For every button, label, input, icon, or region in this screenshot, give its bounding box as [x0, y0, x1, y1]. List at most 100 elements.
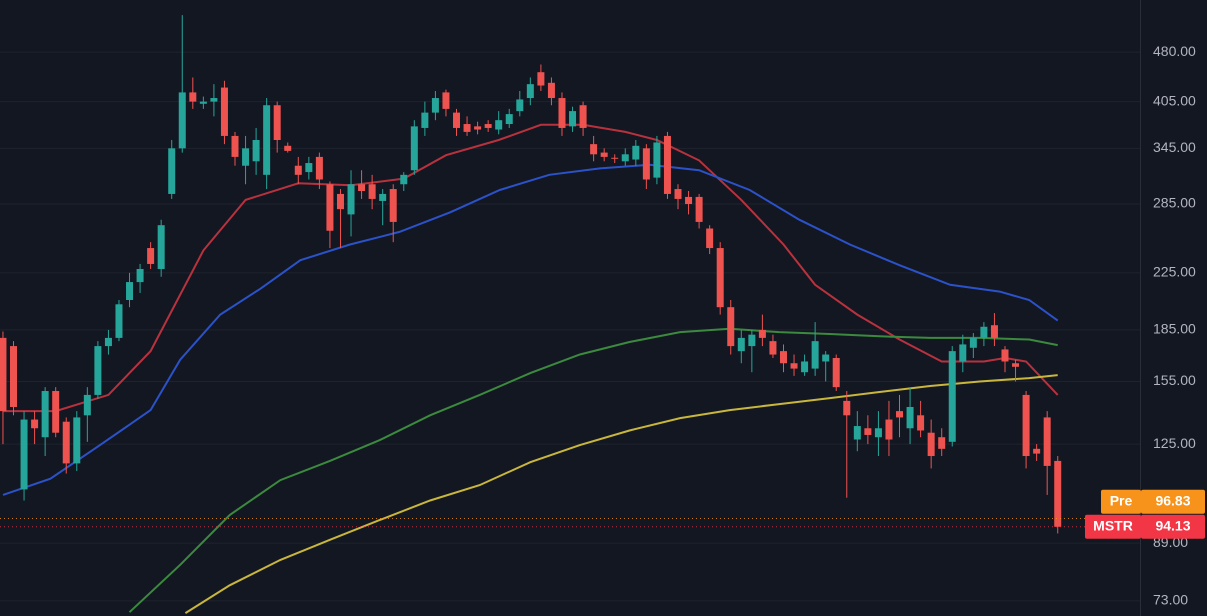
price-tag: MSTR 94.13 — [1085, 514, 1205, 539]
candle-body — [263, 105, 271, 175]
price-tag-name-box — [1101, 489, 1141, 514]
candle-body — [453, 112, 461, 128]
candle-body — [168, 148, 176, 194]
candle-body — [685, 196, 693, 204]
moving-averages — [2, 123, 1059, 614]
candle-body — [621, 154, 629, 162]
candle-body — [663, 135, 671, 194]
candle-body — [495, 120, 503, 130]
candle-body — [938, 437, 946, 449]
candle-body — [126, 282, 134, 300]
candle-body — [1022, 394, 1030, 457]
candle-body — [653, 142, 661, 178]
candle-body — [790, 363, 798, 369]
candle-body — [896, 411, 904, 418]
candle-body — [579, 105, 587, 128]
candle-body — [358, 184, 366, 192]
price-tag-name: Pre — [1110, 492, 1133, 508]
candle-body — [748, 334, 756, 347]
candle-body — [801, 361, 809, 373]
candle-body — [410, 126, 418, 171]
candle-body — [326, 184, 334, 231]
candle-body — [10, 346, 18, 407]
y-tick-label: 155.00 — [1153, 372, 1196, 388]
candle-body — [220, 87, 228, 136]
price-tag-value: 96.83 — [1155, 492, 1190, 508]
candle-body — [136, 269, 144, 283]
candle-body — [843, 400, 851, 416]
moving-average-line — [3, 123, 1059, 413]
candle-body — [537, 72, 545, 86]
candle-body — [115, 304, 123, 338]
candle-body — [368, 184, 376, 199]
y-tick-label: 405.00 — [1153, 92, 1196, 108]
y-tick-label: 185.00 — [1153, 321, 1196, 337]
candle-body — [231, 135, 239, 157]
candle-body — [94, 346, 102, 395]
candle-body — [980, 326, 988, 338]
candle-body — [948, 351, 956, 442]
candle-body — [41, 391, 49, 438]
y-tick-label: 125.00 — [1153, 435, 1196, 451]
candle-body — [31, 419, 39, 429]
candle-body — [242, 148, 250, 166]
candle-body — [547, 82, 555, 99]
candle-body — [864, 428, 872, 435]
candle-body — [199, 101, 207, 104]
candle-body — [294, 165, 302, 175]
price-tag-value-box — [1141, 514, 1205, 539]
candle-body — [558, 98, 566, 128]
candle-body — [569, 111, 577, 127]
moving-average-line — [184, 374, 1058, 614]
candle-body — [822, 354, 830, 362]
candle-body — [347, 184, 355, 215]
candle-body — [505, 114, 513, 125]
candle-body — [526, 84, 534, 99]
candle-body — [0, 337, 7, 412]
candle-body — [917, 415, 925, 431]
candle-body — [779, 351, 787, 364]
candle-body — [474, 126, 482, 130]
candle-body — [273, 105, 281, 141]
candle-body — [727, 307, 735, 347]
price-tag-name-box — [1085, 514, 1141, 539]
candle-body — [210, 98, 218, 102]
price-tag: Pre 96.83 — [1101, 489, 1205, 514]
candle-body — [969, 337, 977, 348]
candle-body — [990, 325, 998, 338]
candle-body — [632, 145, 640, 160]
candle-body — [62, 421, 70, 464]
candle-body — [284, 145, 292, 151]
y-tick-label: 225.00 — [1153, 264, 1196, 280]
candle-body — [1001, 349, 1009, 362]
candle-body — [400, 174, 408, 185]
candle-body — [611, 157, 619, 159]
candle-body — [853, 426, 861, 440]
candle-body — [178, 92, 186, 149]
candle-body — [305, 163, 313, 173]
candle-body — [20, 419, 28, 490]
candle-body — [674, 189, 682, 199]
candle-body — [1054, 460, 1062, 527]
candle-body — [832, 357, 840, 388]
candle-body — [389, 189, 397, 222]
candle-body — [463, 124, 471, 132]
y-tick-label: 73.00 — [1153, 592, 1188, 608]
candle-body — [590, 144, 598, 155]
y-tick-label: 480.00 — [1153, 43, 1196, 59]
candle-body — [874, 428, 882, 438]
candle-body — [1033, 448, 1041, 454]
candle-body — [1043, 417, 1051, 466]
candle-body — [811, 341, 819, 369]
candle-body — [484, 124, 492, 128]
candle-body — [336, 193, 344, 210]
price-tag-value: 94.13 — [1155, 517, 1190, 533]
candle-body — [1012, 363, 1020, 367]
price-tag-name: MSTR — [1093, 517, 1133, 533]
moving-average-line — [128, 327, 1058, 613]
candle-body — [104, 337, 112, 347]
candle-body — [695, 196, 703, 222]
